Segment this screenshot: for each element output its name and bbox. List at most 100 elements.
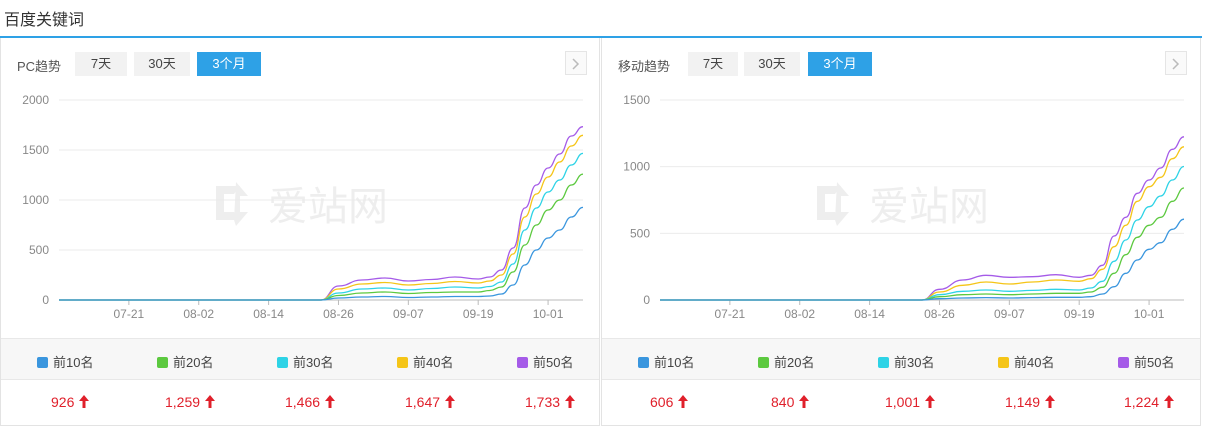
x-tick-label: 08-14 bbox=[854, 307, 885, 321]
value-top10: 926 bbox=[51, 394, 90, 410]
x-tick-label: 09-07 bbox=[393, 307, 424, 321]
next-button[interactable] bbox=[1165, 51, 1187, 75]
legend-item-top50[interactable]: 前50名 bbox=[1118, 352, 1174, 371]
tab-3-months[interactable]: 3个月 bbox=[197, 52, 261, 76]
arrow-up-icon bbox=[205, 395, 216, 408]
tab-7-days[interactable]: 7天 bbox=[75, 52, 127, 76]
legend-swatch bbox=[397, 357, 408, 368]
value-top50: 1,224 bbox=[1124, 394, 1175, 410]
series-line-1 bbox=[58, 206, 584, 301]
legend-swatch bbox=[277, 357, 288, 368]
legend-swatch bbox=[878, 357, 889, 368]
value-top20: 1,259 bbox=[165, 394, 216, 410]
tab-30-days[interactable]: 30天 bbox=[134, 52, 190, 76]
next-button[interactable] bbox=[565, 51, 587, 75]
legend-swatch bbox=[37, 357, 48, 368]
y-tick-label: 500 bbox=[630, 226, 650, 240]
panel-label: PC趋势 bbox=[17, 59, 62, 74]
value-top10: 606 bbox=[650, 394, 689, 410]
x-tick-label: 08-14 bbox=[253, 307, 284, 321]
value-top20: 840 bbox=[771, 394, 810, 410]
watermark-text: 爱站网 bbox=[869, 184, 989, 230]
y-tick-label: 2000 bbox=[22, 93, 49, 107]
series-line-2 bbox=[58, 173, 584, 301]
series-line-4 bbox=[659, 146, 1185, 301]
y-tick-label: 1000 bbox=[623, 160, 650, 174]
series-line-5 bbox=[659, 136, 1185, 301]
x-tick-label: 08-02 bbox=[784, 307, 815, 321]
legend-item-top10[interactable]: 前10名 bbox=[37, 352, 93, 371]
arrow-up-icon bbox=[445, 395, 456, 408]
y-tick-label: 0 bbox=[643, 293, 650, 307]
value-top30: 1,001 bbox=[885, 394, 936, 410]
x-tick-label: 09-19 bbox=[1064, 307, 1095, 321]
arrow-up-icon bbox=[799, 395, 810, 408]
arrow-up-icon bbox=[325, 395, 336, 408]
value-row: 606 840 1,001 1,149 1,224 bbox=[602, 380, 1200, 426]
x-tick-label: 10-01 bbox=[1134, 307, 1165, 321]
arrow-up-icon bbox=[925, 395, 936, 408]
series-line-2 bbox=[659, 187, 1185, 301]
panel-header: PC趋势 7天 30天 3个月 bbox=[1, 51, 599, 76]
legend-item-top10[interactable]: 前10名 bbox=[638, 352, 694, 371]
y-tick-label: 1000 bbox=[22, 193, 49, 207]
legend: 前10名 前20名 前30名 前40名 前50名 bbox=[602, 338, 1200, 380]
arrow-up-icon bbox=[565, 395, 576, 408]
panel-label: 移动趋势 bbox=[618, 59, 671, 74]
arrow-up-icon bbox=[678, 395, 689, 408]
legend-item-top40[interactable]: 前40名 bbox=[397, 352, 453, 371]
y-tick-label: 1500 bbox=[22, 143, 49, 157]
x-tick-label: 08-26 bbox=[323, 307, 354, 321]
series-line-5 bbox=[58, 126, 584, 301]
value-top40: 1,149 bbox=[1005, 394, 1056, 410]
mobile-trend-chart: 0 500 1000 1500 07-21 08-02 08-14 08-26 09-07 09-… bbox=[623, 93, 1185, 321]
legend-item-top50[interactable]: 前50名 bbox=[517, 352, 573, 371]
legend-swatch bbox=[517, 357, 528, 368]
legend-item-top20[interactable]: 前20名 bbox=[758, 352, 814, 371]
x-tick-label: 08-02 bbox=[183, 307, 214, 321]
watermark-text: 爱站网 bbox=[268, 184, 388, 230]
x-tick-label: 10-01 bbox=[533, 307, 564, 321]
value-top30: 1,466 bbox=[285, 394, 336, 410]
value-top40: 1,647 bbox=[405, 394, 456, 410]
x-tick-label: 09-19 bbox=[463, 307, 494, 321]
arrow-up-icon bbox=[1045, 395, 1056, 408]
page-title: 百度关键词 bbox=[4, 12, 85, 29]
x-tick-label: 07-21 bbox=[715, 307, 746, 321]
panel-header: 移动趋势 7天 30天 3个月 bbox=[602, 51, 1200, 76]
legend-swatch bbox=[157, 357, 168, 368]
y-tick-label: 1500 bbox=[623, 93, 650, 107]
value-row: 926 1,259 1,466 1,647 1,733 bbox=[1, 380, 599, 426]
y-tick-label: 0 bbox=[42, 293, 49, 307]
x-tick-label: 08-26 bbox=[924, 307, 955, 321]
pc-trend-panel: PC趋势 7天 30天 3个月 爱站网 0 500 1000 1500 2000 07-2… bbox=[0, 38, 600, 426]
legend: 前10名 前20名 前30名 前40名 前50名 bbox=[1, 338, 599, 380]
x-tick-label: 09-07 bbox=[994, 307, 1025, 321]
y-tick-label: 500 bbox=[29, 243, 49, 257]
series-line-3 bbox=[58, 152, 584, 301]
legend-item-top40[interactable]: 前40名 bbox=[998, 352, 1054, 371]
watermark: 爱站网 bbox=[807, 176, 1007, 241]
series-line-1 bbox=[659, 218, 1185, 301]
chevron-right-icon bbox=[1172, 58, 1180, 70]
mobile-trend-panel: 移动趋势 7天 30天 3个月 爱站网 0 500 1000 1500 07-21 08-… bbox=[601, 38, 1201, 426]
series-line-4 bbox=[58, 134, 584, 301]
pc-trend-chart: 0 500 1000 1500 2000 07-21 08-02 08-14 08-26 09-0… bbox=[22, 93, 584, 321]
watermark-logo-icon bbox=[216, 186, 240, 220]
legend-swatch bbox=[998, 357, 1009, 368]
legend-swatch bbox=[638, 357, 649, 368]
tab-7-days[interactable]: 7天 bbox=[688, 52, 738, 76]
arrow-up-icon bbox=[1164, 395, 1175, 408]
watermark-logo-icon bbox=[817, 186, 841, 220]
tab-3-months[interactable]: 3个月 bbox=[808, 52, 872, 76]
legend-item-top20[interactable]: 前20名 bbox=[157, 352, 213, 371]
legend-item-top30[interactable]: 前30名 bbox=[277, 352, 333, 371]
title-divider bbox=[0, 36, 1202, 38]
tab-30-days[interactable]: 30天 bbox=[744, 52, 800, 76]
legend-item-top30[interactable]: 前30名 bbox=[878, 352, 934, 371]
chevron-right-icon bbox=[572, 58, 580, 70]
legend-swatch bbox=[758, 357, 769, 368]
x-tick-label: 07-21 bbox=[114, 307, 145, 321]
watermark: 爱站网 bbox=[206, 176, 406, 241]
legend-swatch bbox=[1118, 357, 1129, 368]
